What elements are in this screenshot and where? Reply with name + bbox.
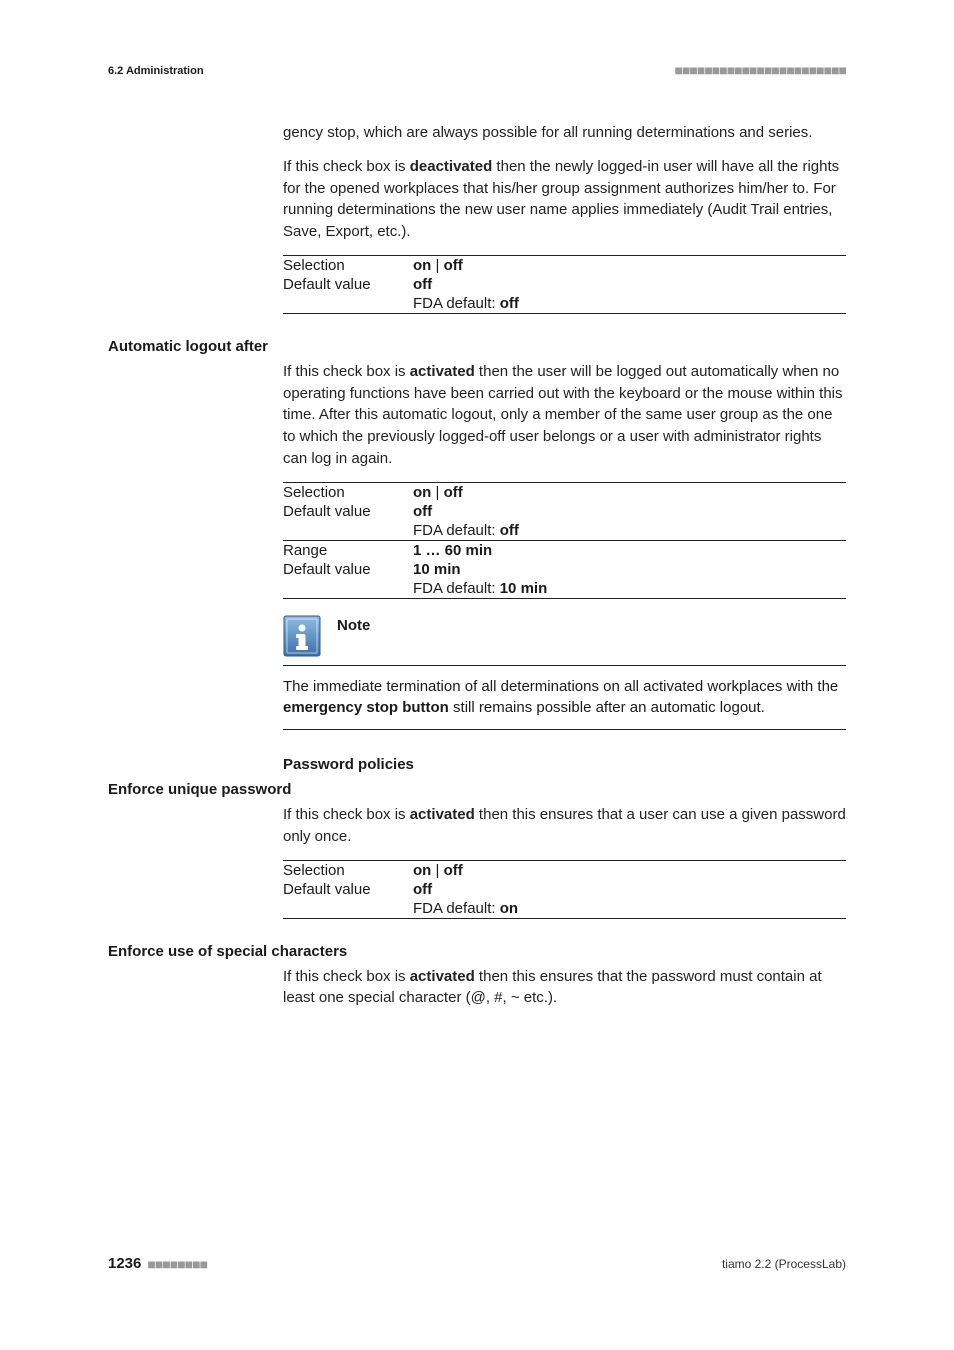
selection-value: on | off <box>413 862 463 879</box>
text-bold: activated <box>410 968 475 985</box>
special-chars-desc: If this check box is activated then this… <box>283 966 846 1010</box>
default-label: Default value <box>283 561 413 578</box>
text: If this check box is <box>283 968 410 985</box>
fda-default: FDA default: on <box>413 900 518 917</box>
text-bold: activated <box>410 806 475 823</box>
default-label: Default value <box>283 276 413 293</box>
page-header: 6.2 Administration ■■■■■■■■■■■■■■■■■■■■■… <box>108 62 846 80</box>
selection-value: on | off <box>413 484 463 501</box>
text: If this check box is <box>283 363 410 380</box>
unique-pw-desc: If this check box is activated then this… <box>283 804 846 848</box>
selection-label: Selection <box>283 862 413 879</box>
text: If this check box is <box>283 158 410 175</box>
text-bold: deactivated <box>410 158 493 175</box>
info-icon <box>283 615 321 657</box>
note-box: Note The immediate termination of all de… <box>283 615 846 731</box>
note-body: The immediate termination of all determi… <box>283 665 846 731</box>
special-chars-heading: Enforce use of special characters <box>108 943 846 960</box>
auto-logout-heading: Automatic logout after <box>108 338 846 355</box>
text: The immediate termination of all determi… <box>283 678 838 695</box>
page-footer: 1236 ■■■■■■■■ tiamo 2.2 (ProcessLab) <box>108 1255 846 1272</box>
default-value: 10 min <box>413 561 461 578</box>
selection-value: on | off <box>413 257 463 274</box>
spacer <box>283 580 413 597</box>
footer-dots: ■■■■■■■■ <box>147 1256 207 1272</box>
unique-pw-heading: Enforce unique password <box>108 781 846 798</box>
footer-product: tiamo 2.2 (ProcessLab) <box>722 1257 846 1271</box>
spacer <box>283 522 413 539</box>
note-label: Note <box>337 617 370 634</box>
default-label: Default value <box>283 881 413 898</box>
text-bold: activated <box>410 363 475 380</box>
selection-label: Selection <box>283 257 413 274</box>
spacer <box>283 295 413 312</box>
text: still remains possible after an automati… <box>449 699 765 716</box>
header-dots: ■■■■■■■■■■■■■■■■■■■■■■■ <box>675 62 847 80</box>
spacer <box>283 900 413 917</box>
default-value: off <box>413 503 432 520</box>
range-value: 1 … 60 min <box>413 542 492 559</box>
auto-logout-desc: If this check box is activated then the … <box>283 361 846 470</box>
selection-label: Selection <box>283 484 413 501</box>
text: If this check box is <box>283 806 410 823</box>
param-table-1: Selection on | off Default value off FDA… <box>283 255 846 314</box>
intro-p1: gency stop, which are always possible fo… <box>283 122 846 144</box>
fda-default: FDA default: off <box>413 522 519 539</box>
param-table-3: Selection on | off Default value off FDA… <box>283 860 846 919</box>
intro-p2: If this check box is deactivated then th… <box>283 156 846 243</box>
text-bold: emergency stop button <box>283 699 449 716</box>
param-table-2a: Selection on | off Default value off FDA… <box>283 482 846 599</box>
fda-default: FDA default: 10 min <box>413 580 547 597</box>
page-number: 1236 <box>108 1255 141 1272</box>
default-value: off <box>413 881 432 898</box>
default-value: off <box>413 276 432 293</box>
range-label: Range <box>283 542 413 559</box>
section-label: 6.2 Administration <box>108 65 204 77</box>
default-label: Default value <box>283 503 413 520</box>
fda-default: FDA default: off <box>413 295 519 312</box>
password-policies-heading: Password policies <box>283 756 846 773</box>
